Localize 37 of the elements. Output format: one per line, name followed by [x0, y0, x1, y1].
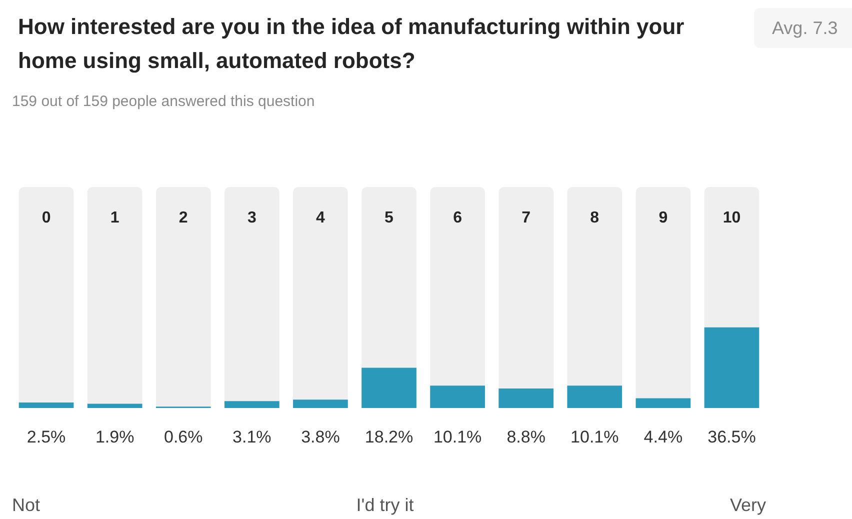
chart-title: How interested are you in the idea of manufacturing within your home using small, automated robots?: [18, 13, 686, 75]
data-label: 3.8%: [301, 428, 340, 447]
bar: [362, 368, 416, 408]
data-label: 2.5%: [26, 428, 66, 447]
data-label: 1.9%: [95, 428, 134, 447]
text: Avg. 7.3: [754, 8, 852, 48]
data-label: 36.5%: [708, 428, 756, 447]
data-label: 4.4%: [644, 428, 683, 447]
x-tick-label: 7: [522, 209, 531, 226]
x-tick-label: 9: [658, 209, 668, 226]
x-tick-label: 3: [247, 209, 256, 226]
bar: [430, 386, 485, 408]
x-tick-label: 6: [453, 209, 462, 226]
bar: [87, 404, 142, 408]
x-tick-label: 4: [316, 209, 325, 226]
x-tick-label: 10: [722, 209, 741, 226]
data-label: 18.2%: [364, 428, 414, 447]
text: I'd try it: [356, 495, 414, 516]
data-label: 10.1%: [433, 428, 482, 447]
bar: [224, 401, 280, 408]
x-tick-label: 1: [110, 209, 120, 226]
bar: [636, 398, 691, 408]
bar: [18, 402, 74, 408]
x-tick-label: 2: [178, 209, 188, 226]
chart-subtitle: 159 out of 159 people answered this question: [12, 93, 315, 110]
x-tick-label: 8: [590, 209, 600, 226]
text: Very: [730, 495, 766, 516]
text: Not: [12, 495, 40, 516]
data-label: 3.1%: [232, 428, 272, 447]
data-label: 8.8%: [506, 428, 546, 447]
data-label: 10.1%: [570, 428, 619, 447]
x-tick-label: 0: [42, 209, 51, 226]
x-tick-label: 5: [384, 209, 394, 226]
bar: [567, 386, 622, 408]
data-label: 0.6%: [164, 428, 203, 447]
bar: [498, 388, 554, 408]
bar: [293, 400, 348, 408]
